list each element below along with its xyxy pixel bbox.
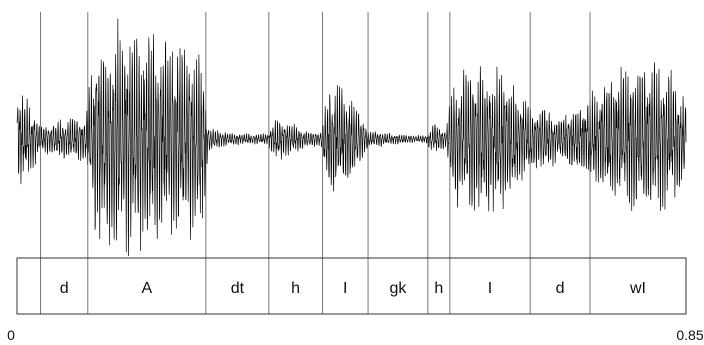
segment-boundaries [40,12,591,314]
label-tier-frame [16,257,687,315]
segment-label: h [291,280,300,297]
segment-label: d [556,280,565,297]
segment-label: I [488,280,492,297]
segment-label: dt [231,280,245,297]
segment-label: gk [389,280,407,297]
segment-label: wI [629,280,646,297]
axis-end-label: 0.85 [676,327,703,343]
waveform-trace [16,18,687,257]
segment-label: d [60,280,69,297]
segment-label: A [142,280,153,297]
axis-start-label: 0 [7,327,15,343]
segment-label: I [343,280,347,297]
segment-label: h [434,280,443,297]
waveform [16,18,687,257]
